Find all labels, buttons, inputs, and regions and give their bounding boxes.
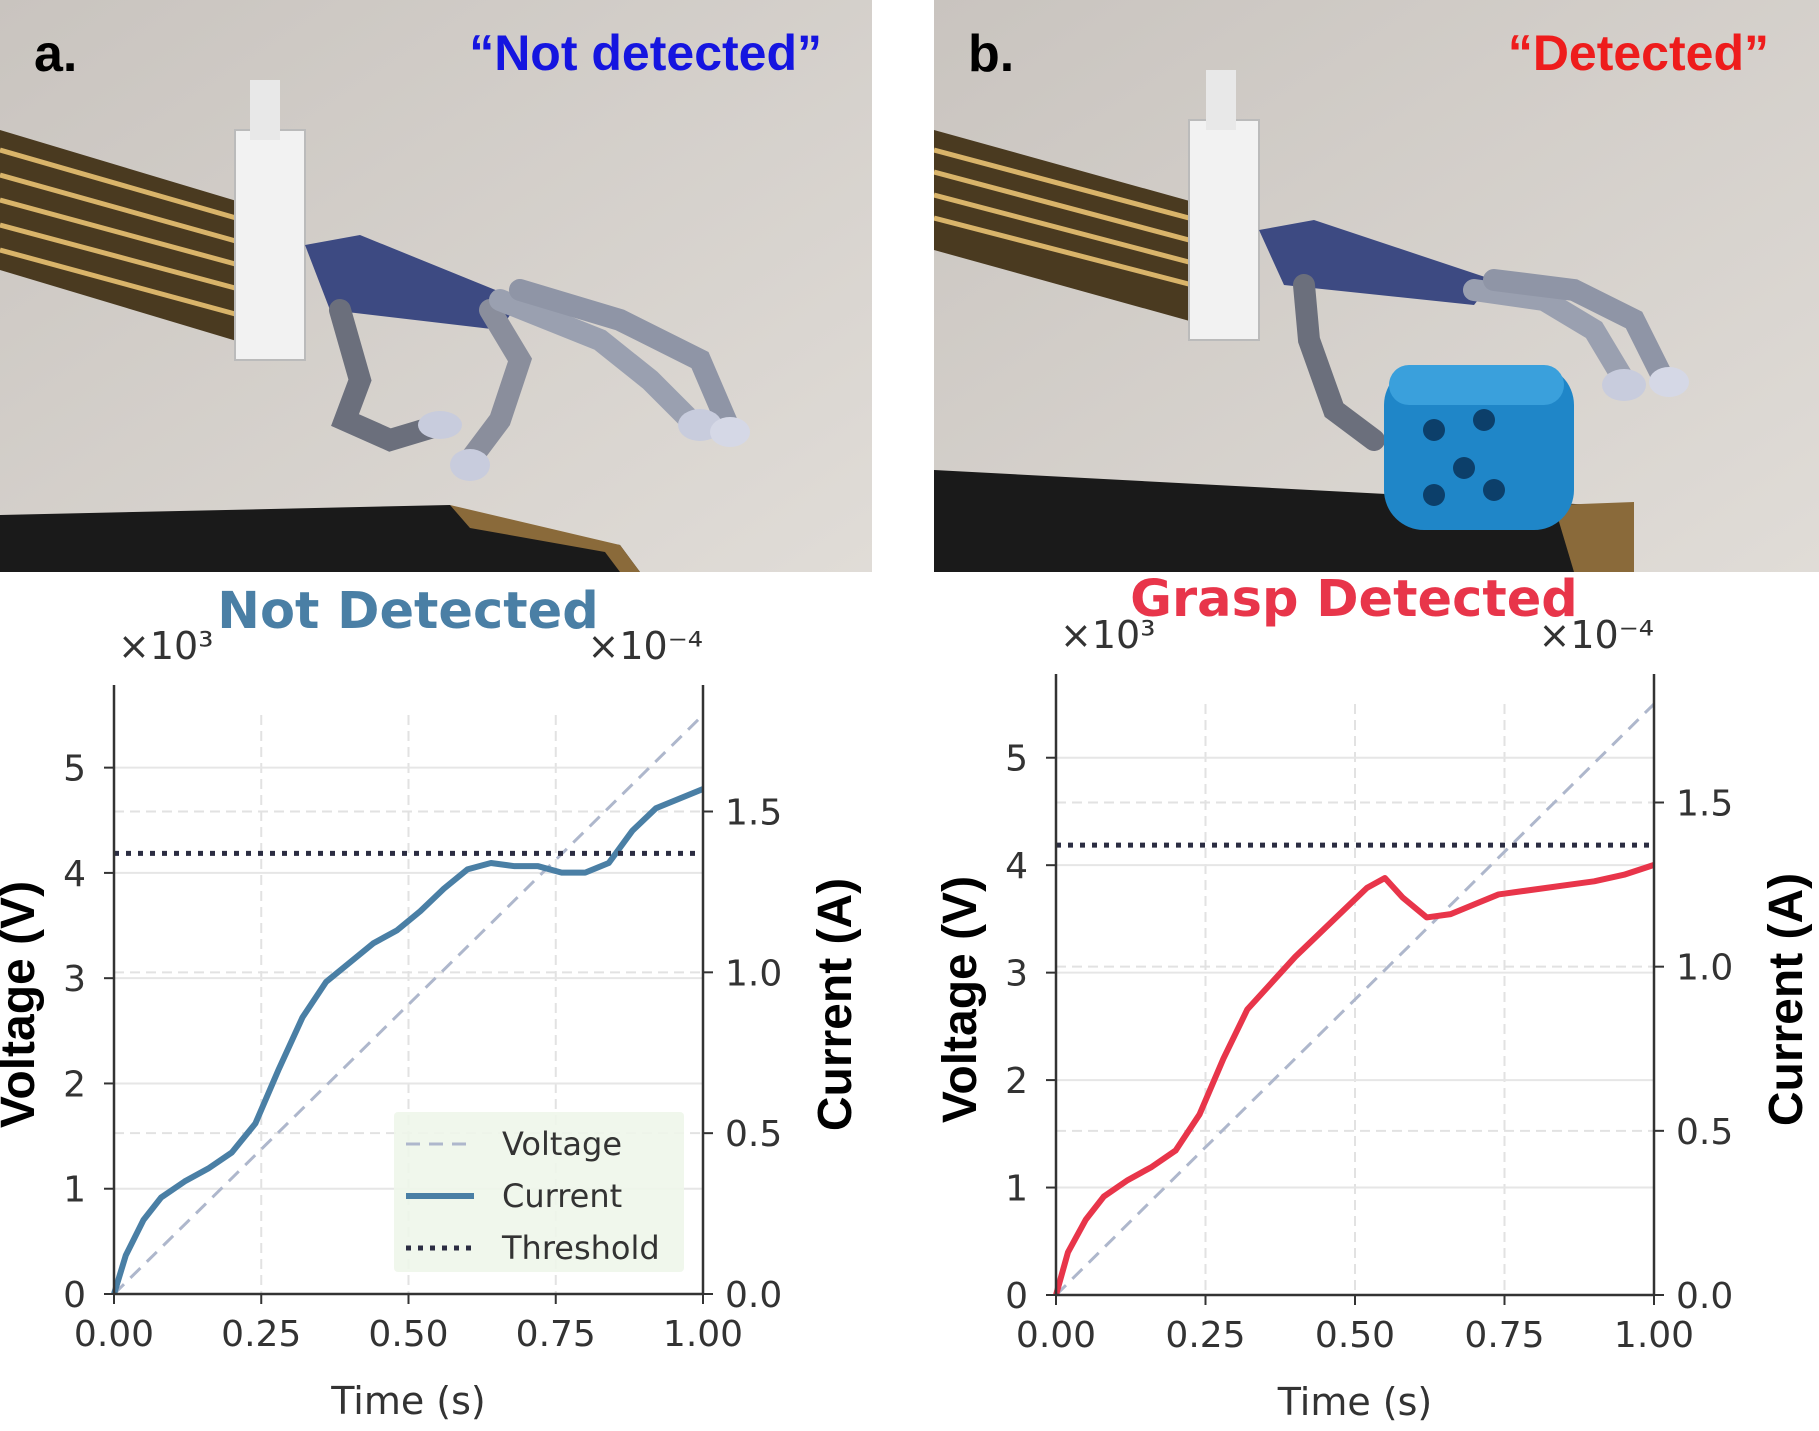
y-tick-label: 1 [1005,1169,1028,1210]
x-tick-label: 0.50 [368,1314,448,1355]
x-tick-label: 1.00 [663,1314,743,1355]
legend-label: Threshold [501,1229,660,1267]
series-current-line [111,786,705,1295]
y2-axis-label: Current (A) [1760,873,1813,1126]
axes: 0.00 0.25 0.50 0.75 1.00 0 1 2 3 4 5 0.0 0.5 1.0 1.5 [1005,674,1733,1356]
y2-scale-label: ×10⁻⁴ [588,624,703,668]
chart-area-a: Not Detected 0.00 0.25 0.50 0.75 1.00 0 1 2 3 4 5 0.… [0,572,872,1431]
y-tick-label: 3 [1005,954,1028,995]
chart-title: Grasp Detected [1130,572,1578,629]
axes: 0.00 0.25 0.50 0.75 1.00 0 1 2 3 4 5 0.0 0.5 1.0 1.5 [63,685,782,1355]
y-scale-label: ×10³ [118,624,213,668]
y2-tick-label: 0.5 [725,1114,782,1155]
chart-grasp-detected: Grasp Detected 0.00 0.25 0.50 0.75 1.00 0 1 2 3 4 5… [934,572,1813,1424]
y-tick-label: 0 [63,1275,86,1316]
legend: Voltage Current Threshold [394,1112,684,1272]
photo-robot-hand-empty: a. “Not detected” [0,0,872,572]
y-tick-label: 1 [63,1170,86,1211]
panel-label: a. [34,25,78,83]
status-caption-detected: “Detected” [1507,25,1769,81]
x-tick-label: 1.00 [1614,1315,1694,1356]
y2-tick-label: 1.0 [725,953,782,994]
x-tick-label: 0.00 [74,1314,154,1355]
x-tick-label: 0.25 [1165,1315,1245,1356]
x-tick-label: 0.25 [221,1314,301,1355]
y-tick-label: 4 [63,854,86,895]
x-tick-label: 0.75 [1464,1315,1544,1356]
y-tick-label: 3 [63,959,86,1000]
panel-label: b. [968,25,1015,83]
y2-axis-label: Current (A) [809,878,862,1131]
y-tick-label: 2 [63,1064,86,1105]
legend-label: Voltage [502,1125,622,1163]
series-current-line [1053,862,1655,1296]
robot-hand-cube-photo [934,0,1819,572]
legend-box [394,1112,684,1272]
y-tick-label: 4 [1005,846,1028,887]
y2-tick-label: 1.0 [1676,948,1733,989]
y-tick-label: 0 [1005,1276,1028,1317]
chart-area-b: Grasp Detected 0.00 0.25 0.50 0.75 1.00 0 1 2 3 4 5… [934,572,1819,1431]
y-axis-label: Voltage (V) [0,881,45,1128]
y2-tick-label: 0.0 [1676,1276,1733,1317]
y2-tick-label: 0.5 [1676,1112,1733,1153]
robot-hand-photo [0,0,872,572]
photo-robot-hand-with-cube: b. “Detected” [934,0,1819,572]
legend-label: Current [502,1177,622,1215]
y2-scale-label: ×10⁻⁴ [1539,613,1654,657]
x-tick-label: 0.50 [1315,1315,1395,1356]
y-tick-label: 5 [1005,739,1028,780]
y-tick-label: 5 [63,749,86,790]
y2-tick-label: 1.5 [1676,784,1733,825]
x-tick-label: 0.00 [1016,1315,1096,1356]
y2-tick-label: 1.5 [725,793,782,834]
y2-tick-label: 0.0 [725,1275,782,1316]
series-voltage-line [1054,702,1656,1297]
panel-b: b. “Detected” Grasp Detected 0.00 0.25 0.50… [934,0,1819,1431]
y-axis-label: Voltage (V) [934,876,987,1123]
x-tick-label: 0.75 [516,1314,596,1355]
y-tick-label: 2 [1005,1061,1028,1102]
status-caption-not-detected: “Not detected” [469,25,822,81]
panel-a: a. “Not detected” Not Detected 0.00 0.25 0.… [0,0,872,1431]
chart-title: Not Detected [217,582,598,641]
x-axis-label: Time (s) [1277,1380,1433,1424]
y-scale-label: ×10³ [1060,613,1155,657]
x-axis-label: Time (s) [330,1379,486,1423]
